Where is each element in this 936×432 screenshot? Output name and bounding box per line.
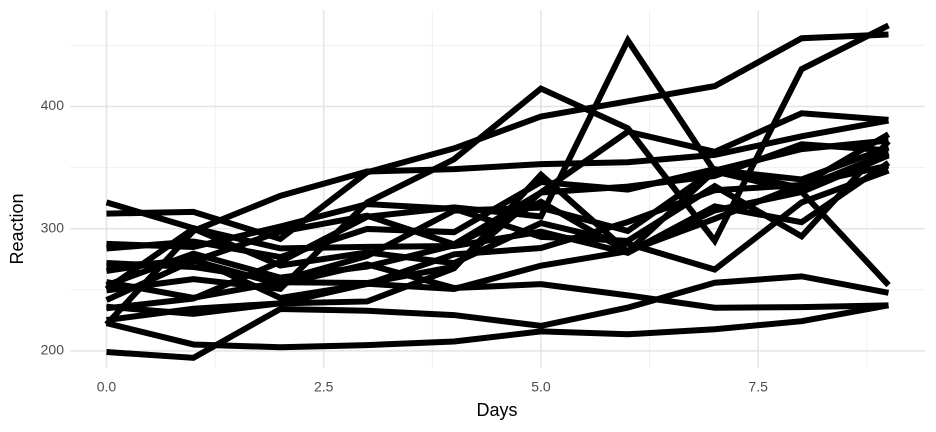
series-line	[106, 273, 890, 361]
series-line	[105, 152, 890, 289]
y-axis-label: Reaction	[7, 193, 27, 264]
series-line	[105, 110, 889, 301]
series-line	[106, 144, 890, 284]
series-line	[106, 131, 891, 302]
x-axis-label: Days	[476, 400, 517, 420]
y-tick-label: 400	[41, 97, 65, 113]
series-line	[106, 22, 890, 294]
y-tick-label: 300	[41, 219, 65, 235]
x-tick-label: 5.0	[531, 379, 551, 395]
series-line	[105, 302, 890, 351]
series-line	[106, 141, 889, 270]
x-tick-label: 2.5	[314, 379, 334, 395]
x-tick-label: 7.5	[748, 379, 768, 395]
series-line	[106, 31, 889, 243]
series-line	[104, 117, 890, 327]
x-tick-label: 0.0	[97, 379, 117, 395]
y-tick-label: 200	[41, 342, 65, 358]
